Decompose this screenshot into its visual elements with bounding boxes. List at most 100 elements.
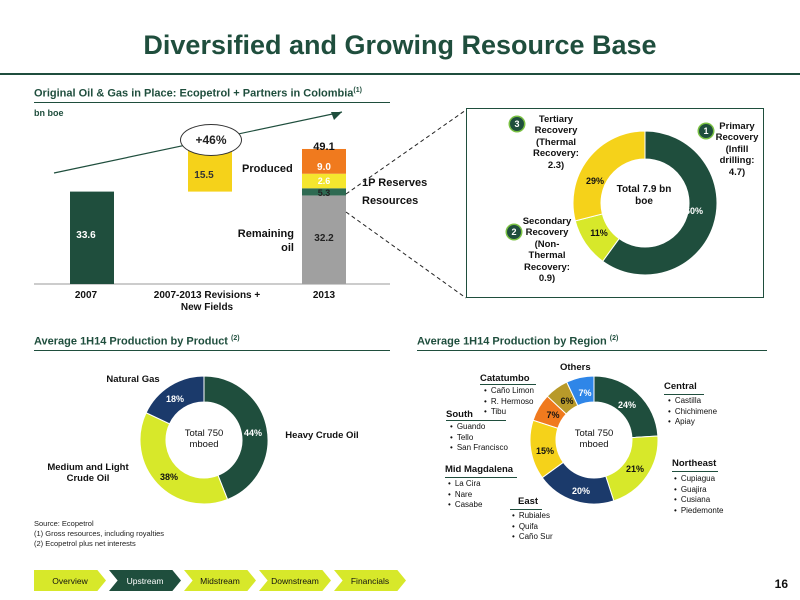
nav-downstream[interactable]: Downstream — [259, 570, 331, 591]
legend-remaining-oil: Remaining oil — [237, 228, 294, 254]
region-donut — [529, 375, 659, 505]
region-rule-south — [446, 420, 506, 421]
footnote-1: (1) Gross resources, including royalties — [34, 529, 165, 538]
region-rule-central — [664, 394, 704, 395]
region-field: Guando — [450, 422, 508, 433]
nav-midstream[interactable]: Midstream — [184, 570, 256, 591]
region-field: Chichimene — [668, 407, 717, 418]
recovery-center-label: Total 7.9 bn boe — [616, 184, 672, 207]
region-field: Casabe — [448, 500, 483, 511]
recovery-pct-primary: 60% — [684, 206, 703, 216]
product-donut-slice-medium-and-light-crude-oil — [139, 412, 229, 505]
region-center-label: Total 750 mboed — [574, 428, 614, 451]
x-tick-2007: 2007 — [74, 290, 98, 301]
region-field: Apiay — [668, 417, 717, 428]
region-pct-others: 7% — [578, 388, 592, 398]
bar-total-label: 49.1 — [313, 141, 335, 153]
region-field: San Francisco — [450, 443, 508, 454]
connector-top — [345, 109, 467, 195]
region-title-others: Others — [560, 362, 591, 373]
recovery-label-secondary: Secondary Recovery (Non-Thermal Recovery… — [522, 216, 572, 284]
bar-label-reserves: 2.6 — [317, 176, 331, 186]
region-field: Caño Sur — [512, 532, 553, 543]
region-list-central: Castilla Chichimene Apiay — [668, 396, 717, 428]
bar-group — [70, 148, 346, 284]
region-field: Cusiana — [674, 495, 724, 506]
badge-tertiary: 3 — [510, 117, 524, 131]
region-list-south: Guando Tello San Francisco — [450, 422, 508, 454]
region-field: R. Hermoso — [484, 397, 534, 408]
footnote-2: (2) Ecopetrol plus net interests — [34, 539, 136, 548]
section-title-oil-gas-text: Original Oil & Gas in Place: Ecopetrol +… — [34, 87, 354, 100]
bar-remaining-oil-2 — [302, 195, 346, 284]
region-field: Piedemonte — [674, 506, 724, 517]
legend-produced: Produced — [242, 163, 293, 175]
product-donut — [139, 375, 269, 505]
region-field: Tibu — [484, 407, 534, 418]
product-pct-medium: 38% — [159, 472, 178, 482]
region-list-mid: La Cira Nare Casabe — [448, 479, 483, 511]
bar-revisions-1 — [188, 148, 232, 192]
product-pct-heavy: 44% — [243, 428, 262, 438]
region-field: La Cira — [448, 479, 482, 490]
section-title-product: Average 1H14 Production by Product (2) — [34, 335, 240, 348]
nav-overview[interactable]: Overview — [34, 570, 106, 591]
legend-1p-reserves: 1P Reserves — [362, 177, 428, 189]
product-donut-slice-natural-gas — [145, 375, 205, 425]
legend-resources: Resources — [362, 195, 419, 207]
resource-bar-chart — [34, 111, 390, 285]
recovery-label-primary: Primary Recovery (Infill drilling: 4.7) — [715, 121, 759, 178]
region-donut-slice-others — [566, 375, 595, 407]
bar-remaining-oil-0 — [70, 191, 114, 284]
recovery-donut — [572, 130, 718, 276]
region-list-east: Rubiales Quifa Caño Sur — [512, 511, 553, 543]
nav-upstream[interactable]: Upstream — [109, 570, 181, 591]
recovery-donut-slice-primary-recovery-infill-drilli — [601, 130, 718, 276]
section-rule-oil-gas — [34, 102, 390, 103]
region-pct-south: 7% — [546, 410, 560, 420]
title-rule — [0, 73, 800, 75]
region-list-northeast: Cupiagua Guajira Cusiana Piedemonte — [674, 474, 724, 516]
bar-resources-2 — [302, 173, 346, 189]
region-title-mid: Mid Magdalena — [445, 464, 514, 475]
region-field: Quifa — [512, 522, 553, 533]
recovery-pct-tertiary: 29% — [585, 176, 604, 186]
product-label-medium: Medium and Light Crude Oil — [47, 462, 129, 485]
region-field: Guajira — [674, 485, 724, 496]
recovery-donut-slice-tertiary-recovery-thermal-reco — [572, 130, 646, 222]
product-donut-slice-heavy-crude-oil — [203, 375, 269, 501]
page-title: Diversified and Growing Resource Base — [143, 30, 657, 60]
nav-financials[interactable]: Financials — [334, 570, 406, 591]
region-field: Cupiagua — [674, 474, 724, 485]
region-title-central: Central — [664, 381, 697, 392]
section-rule-product — [34, 350, 390, 351]
region-title-northeast: Northeast — [672, 458, 717, 469]
section-title-region: Average 1H14 Production by Region (2) — [417, 335, 618, 348]
bar-label-remaining: 32.2 — [314, 233, 334, 244]
sources-notes: Source: Ecopetrol (1) Gross resources, i… — [34, 519, 164, 549]
bar-label-produced: 9.0 — [317, 162, 331, 173]
region-pct-central: 24% — [617, 400, 636, 410]
source-line: Source: Ecopetrol — [34, 519, 94, 528]
region-rule-mid — [445, 477, 517, 478]
region-pct-catatumbo: 6% — [560, 396, 574, 406]
section-title-oil-gas: Original Oil & Gas in Place: Ecopetrol +… — [34, 87, 362, 100]
section-title-product-sup: (2) — [231, 335, 240, 342]
recovery-label-tertiary: Tertiary Recovery (Thermal Recovery: 2.3… — [533, 114, 579, 171]
x-tick-revisions: 2007-2013 Revisions + New Fields — [153, 290, 261, 313]
region-list-catatumbo: Caño Limon R. Hermoso Tibu — [484, 386, 534, 418]
product-center-label: Total 750 mboed — [184, 428, 224, 451]
product-label-heavy: Heavy Crude Oil — [285, 430, 359, 441]
region-rule-east — [510, 509, 542, 510]
region-pct-east: 20% — [571, 486, 590, 496]
region-field: Caño Limon — [484, 386, 534, 397]
region-pct-northeast: 21% — [625, 464, 644, 474]
region-pct-mid: 15% — [535, 446, 554, 456]
region-title-east: East — [518, 496, 539, 507]
bar-1p-reserves-2 — [302, 188, 346, 196]
section-title-region-sup: (2) — [609, 335, 619, 342]
region-rule-northeast — [672, 471, 718, 472]
bar-produced-2 — [302, 148, 346, 174]
region-rule-catatumbo — [480, 384, 536, 385]
